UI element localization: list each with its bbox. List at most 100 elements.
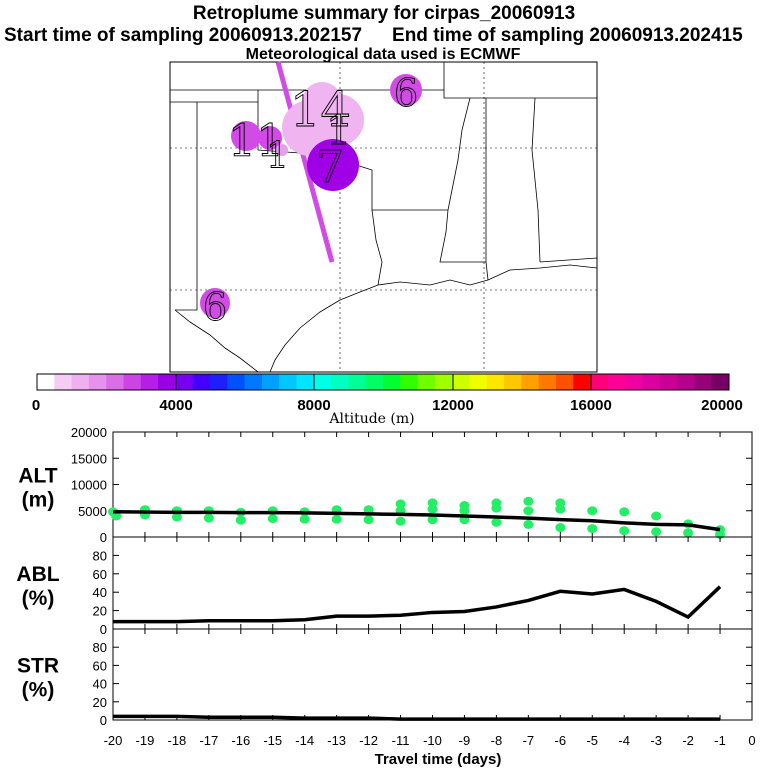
plume-blob	[231, 121, 261, 151]
met-data-label: Meteorological data used is ECMWF	[245, 46, 521, 63]
state-border	[175, 102, 198, 311]
state-border	[371, 209, 383, 286]
colorbar-segment	[365, 374, 384, 390]
x-tick-label: -11	[392, 733, 410, 748]
state-border	[443, 90, 470, 99]
colorbar-tick-label: 20000	[701, 397, 743, 414]
colorbar-segment	[158, 374, 176, 390]
y-tick-label: 80	[93, 640, 107, 655]
x-tick-label: -13	[327, 733, 346, 748]
colorbar-segment	[296, 374, 315, 390]
panel-frame	[112, 536, 753, 630]
state-border	[531, 97, 541, 263]
colorbar-tick-label: 0	[32, 397, 40, 414]
end-time-label: End time of sampling 20060913.202415	[392, 25, 743, 46]
colorbar-segment	[677, 374, 695, 390]
colorbar-segment	[37, 374, 55, 390]
altitude-dot	[555, 498, 566, 508]
coastline	[377, 264, 598, 286]
altitude-dot	[331, 514, 342, 524]
altitude-dot	[363, 515, 374, 525]
altitude-colorbar	[36, 373, 730, 391]
map-frame	[169, 61, 598, 373]
x-tick-label: -14	[295, 733, 314, 748]
panel-frame	[112, 628, 753, 721]
plume-blobs	[200, 61, 422, 318]
altitude-dot	[363, 505, 374, 515]
altitude-dot	[491, 517, 502, 527]
plume-blob	[258, 126, 282, 150]
plume-label: 1	[266, 136, 289, 177]
map-boundaries	[169, 62, 598, 373]
altitude-dot	[651, 527, 662, 537]
colorbar-tick-label: 16000	[570, 397, 612, 414]
altitude-dot	[111, 511, 122, 521]
altitude-dot	[683, 528, 694, 538]
colorbar-segment	[227, 374, 246, 390]
colorbar-segment	[538, 374, 557, 390]
altitude-dot	[299, 514, 310, 524]
colorbar-segment	[711, 374, 730, 390]
colorbar-tick-label: 4000	[159, 397, 192, 414]
panel-label: ABL	[16, 563, 59, 586]
altitude-dot	[523, 506, 534, 516]
plume-label: 14	[290, 82, 351, 138]
series-line	[113, 585, 722, 624]
altitude-dot	[555, 504, 566, 514]
x-tick-label: -18	[168, 733, 187, 748]
plume-label: 7	[316, 142, 344, 193]
colorbar-segment	[348, 374, 367, 390]
colorbar-axis-label: Altitude (m)	[328, 411, 414, 427]
x-tick-label: -17	[199, 733, 218, 748]
plume-blob	[302, 82, 342, 122]
y-tick-label: 15000	[71, 451, 107, 466]
altitude-dot	[619, 526, 630, 536]
y-tick-label: 80	[93, 548, 107, 563]
coastline	[269, 284, 379, 373]
colorbar-segment	[625, 374, 643, 390]
x-tick-label: -5	[586, 733, 598, 748]
plume-blob	[390, 74, 422, 106]
altitude-dot	[171, 512, 182, 522]
altitude-dot	[203, 513, 214, 523]
y-tick-label: 60	[93, 567, 107, 582]
state-border	[447, 97, 471, 211]
x-tick-label: -16	[231, 733, 250, 748]
series-line	[112, 510, 721, 532]
plume-label: 6	[394, 71, 418, 115]
x-tick-label: -20	[104, 733, 123, 748]
colorbar-segment	[88, 374, 107, 390]
x-tick-label: -8	[491, 733, 503, 748]
altitude-dot	[459, 501, 470, 510]
colorbar-segment	[590, 374, 609, 390]
state-border	[439, 209, 489, 281]
colorbar-segment	[642, 374, 661, 390]
altitude-dot	[267, 514, 278, 524]
colorbar-segment	[331, 374, 349, 390]
altitude-dot	[587, 506, 598, 516]
altitude-dot	[587, 524, 598, 534]
colorbar-segment	[400, 374, 419, 390]
altitude-dot	[427, 498, 438, 508]
x-tick-label: -1	[714, 733, 726, 748]
plume-blob	[276, 144, 288, 156]
y-tick-label: 20000	[71, 425, 107, 440]
altitude-dot	[395, 499, 406, 509]
plume-blob	[307, 139, 359, 191]
colorbar-tick-label: 8000	[297, 397, 330, 414]
colorbar-segment	[659, 374, 678, 390]
altitude-dot	[427, 515, 438, 525]
colorbar-segment	[54, 374, 73, 390]
colorbar-ticks: 0 4000 8000 12000 16000 20000	[32, 397, 743, 414]
colorbar-segment	[573, 374, 592, 390]
x-tick-label: -9	[459, 733, 471, 748]
colorbar-segment	[210, 374, 228, 390]
colorbar-segment	[607, 374, 626, 390]
state-border	[539, 257, 598, 263]
colorbar-segment	[486, 374, 505, 390]
y-tick-label: 40	[93, 585, 107, 600]
chart-title: Retroplume summary for cirpas_20060913	[192, 3, 576, 24]
colorbar-segment	[140, 374, 159, 390]
x-tick-label: 0	[748, 733, 755, 748]
y-tick-label: 0	[100, 530, 107, 545]
